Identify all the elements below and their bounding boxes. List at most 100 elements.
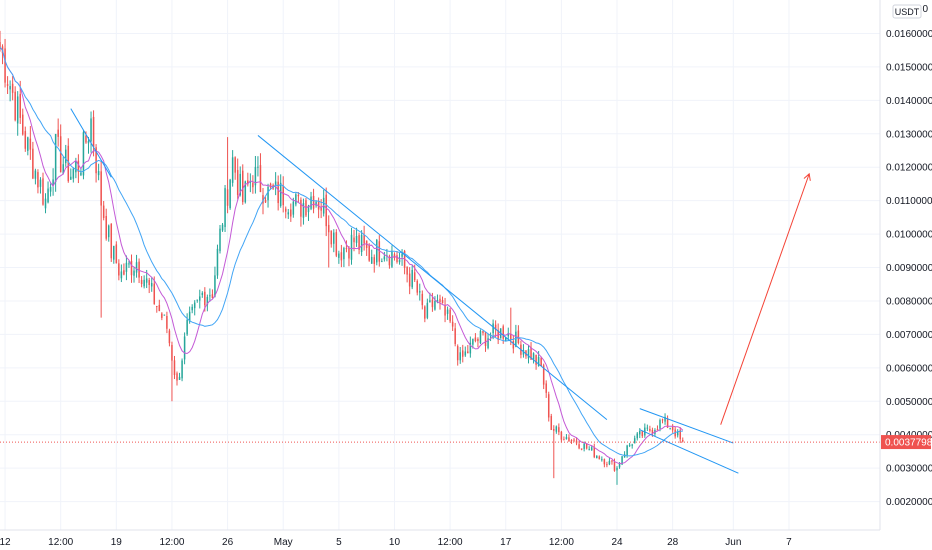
candle-body <box>269 183 272 188</box>
candle-body <box>219 228 221 252</box>
candle <box>242 164 244 205</box>
candle <box>254 155 257 194</box>
candle-body <box>302 203 305 218</box>
candle-body <box>128 263 130 265</box>
candle-body <box>601 459 603 461</box>
trendline[interactable] <box>639 429 739 474</box>
candle <box>558 423 560 436</box>
candle-body <box>578 444 580 449</box>
ma-slow-line <box>0 46 683 457</box>
currency-badge[interactable]: USDT <box>892 4 922 19</box>
candle <box>376 238 378 266</box>
candle-body <box>168 330 171 344</box>
candle-body <box>408 273 411 287</box>
candle <box>656 425 659 431</box>
x-tick-label: May <box>274 537 293 548</box>
candle <box>482 330 484 336</box>
candle-body <box>512 341 515 349</box>
candle <box>199 289 201 309</box>
candle-body <box>70 176 72 180</box>
candle-body <box>583 443 585 449</box>
candle-body <box>153 283 156 305</box>
candle <box>226 137 229 214</box>
projection-arrow[interactable] <box>720 173 810 425</box>
candle <box>330 230 333 248</box>
candle-body <box>419 291 421 293</box>
y-tick-label: 0.0100000 <box>886 230 932 241</box>
candle <box>401 249 403 266</box>
candle <box>191 304 193 314</box>
candle-body <box>236 169 239 195</box>
candle <box>383 251 386 262</box>
candle-body <box>515 331 517 347</box>
candle-body <box>416 280 418 293</box>
candle <box>348 246 350 267</box>
candle-body <box>87 140 90 144</box>
candle-body <box>186 319 188 335</box>
candle-body <box>669 428 671 430</box>
candle <box>676 429 679 438</box>
candle <box>6 76 9 94</box>
candle <box>97 163 100 181</box>
candle-body <box>426 302 429 318</box>
candle <box>37 169 39 194</box>
candle <box>434 296 436 311</box>
candle-body <box>224 188 226 228</box>
candle-body <box>221 224 224 231</box>
y-tick-label: 0.0110000 <box>886 196 932 207</box>
candle-body <box>123 270 125 275</box>
current-price-badge: 0.0037798 <box>881 435 932 450</box>
candle <box>527 345 530 364</box>
candle <box>279 174 282 208</box>
candle <box>451 315 454 331</box>
candle <box>623 451 626 458</box>
candle <box>487 333 489 350</box>
candle-body <box>125 262 128 272</box>
candle-body <box>67 145 70 182</box>
candle-body <box>320 207 322 211</box>
candle-body <box>449 309 451 322</box>
x-tick-label: 12:00 <box>549 537 574 548</box>
trendline[interactable] <box>70 108 112 178</box>
candle-body <box>649 428 651 431</box>
candle-body <box>282 185 284 206</box>
candle-body <box>226 189 229 206</box>
candle <box>368 243 370 262</box>
candle <box>267 183 269 208</box>
candle-body <box>484 332 487 346</box>
candle-body <box>429 300 431 303</box>
currency-badge-box <box>892 4 922 19</box>
candle-body <box>82 132 85 176</box>
candle-body <box>553 428 555 431</box>
projection-arrowhead <box>803 172 811 181</box>
candle-body <box>596 455 598 459</box>
candle-body <box>277 181 279 204</box>
candle <box>186 313 188 336</box>
candle-body <box>507 332 510 337</box>
candle <box>446 306 449 320</box>
candle <box>231 150 234 187</box>
candle-body <box>140 279 143 285</box>
candle-body <box>482 330 484 334</box>
trendline[interactable] <box>257 135 608 421</box>
candle <box>274 172 277 196</box>
candle <box>370 249 373 264</box>
candle-body <box>242 170 244 203</box>
candle-body <box>64 149 67 164</box>
candle <box>532 352 535 364</box>
candle-body <box>44 198 47 209</box>
trendline[interactable] <box>639 408 734 444</box>
candle-body <box>656 429 659 431</box>
candle <box>118 259 120 281</box>
candle-body <box>532 353 535 360</box>
candle-body <box>24 131 27 149</box>
candle <box>671 424 674 433</box>
candle <box>616 466 618 485</box>
candle <box>416 279 418 296</box>
candle-body <box>62 164 64 174</box>
candle <box>355 227 358 247</box>
currency-label: USDT <box>895 7 920 17</box>
candle <box>133 267 135 283</box>
